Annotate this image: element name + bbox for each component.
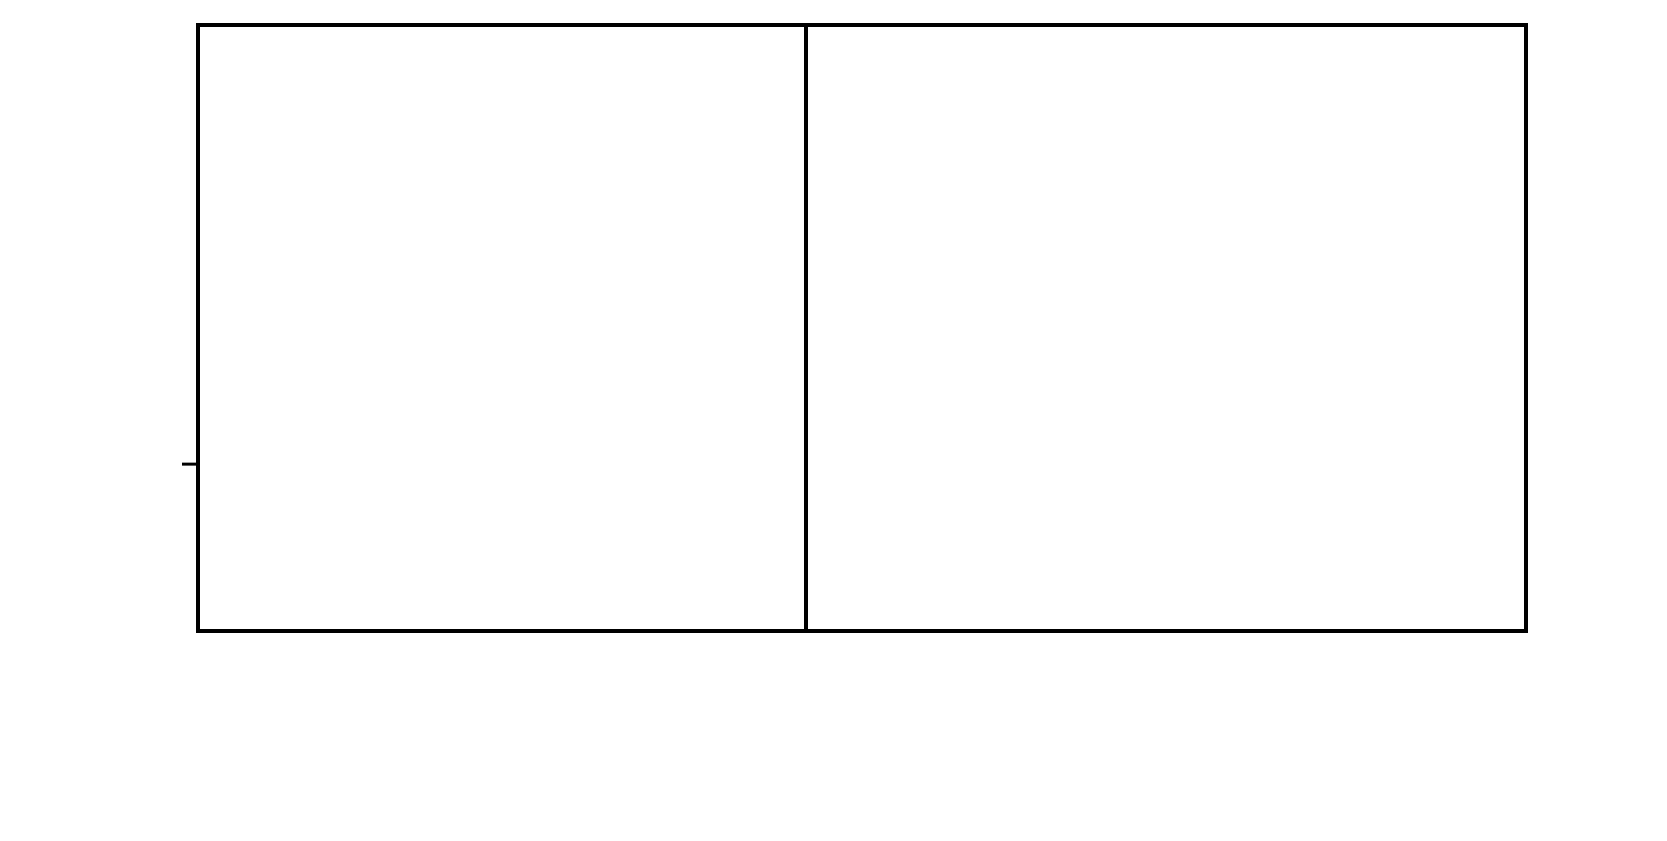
panel-border <box>806 25 1526 631</box>
figure-container <box>0 0 1667 841</box>
figure-svg <box>0 0 1667 841</box>
panel-border <box>198 25 806 631</box>
